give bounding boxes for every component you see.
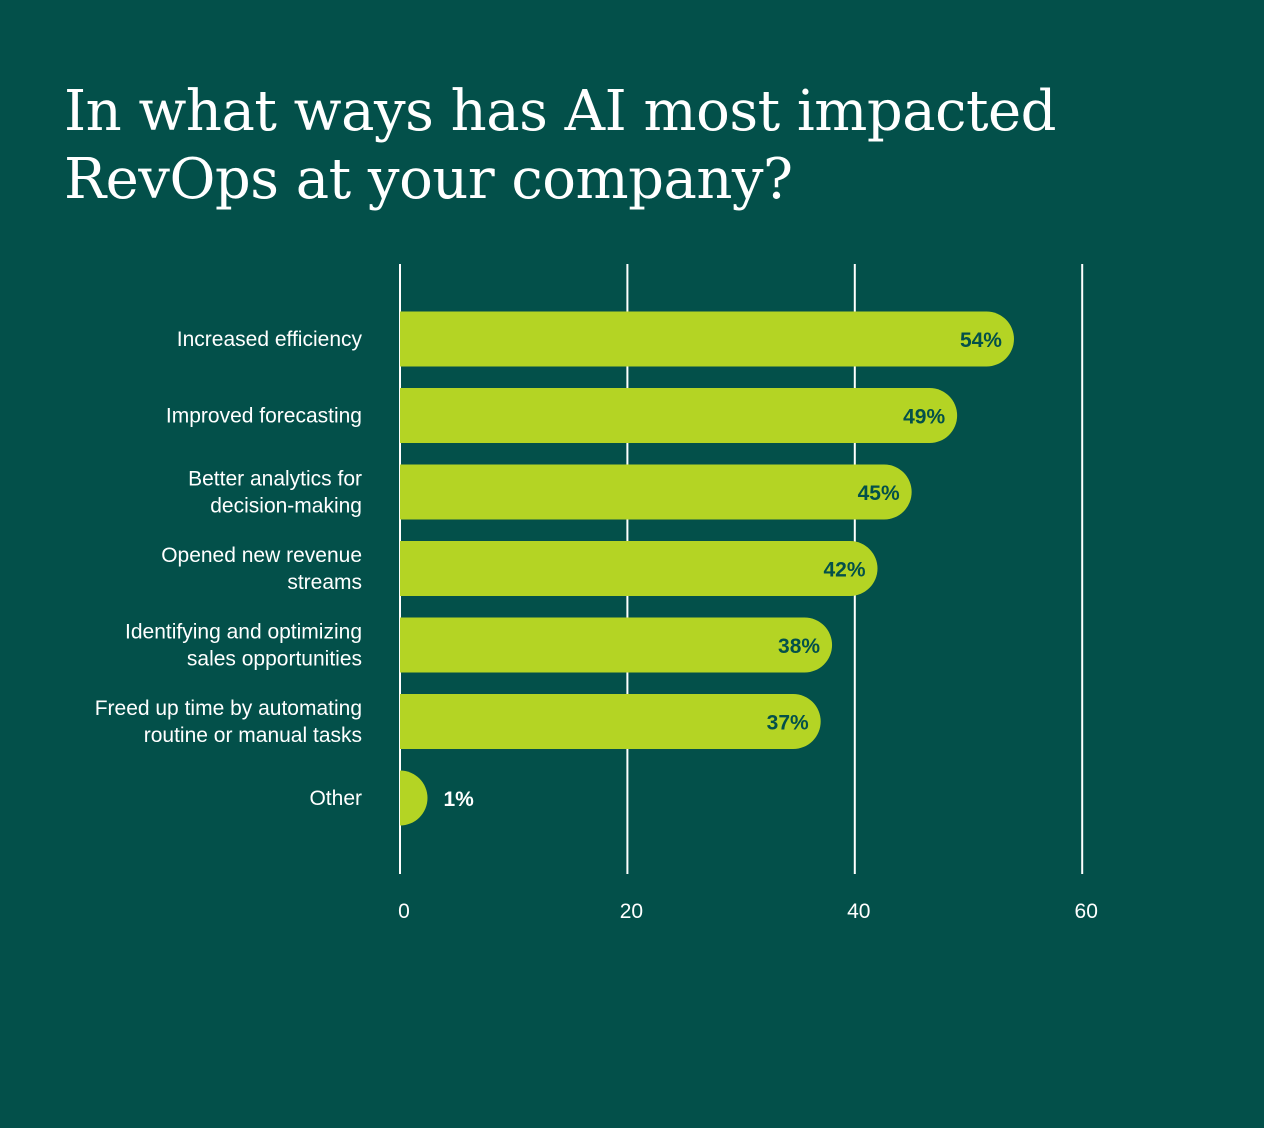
value-label: 1% <box>444 788 475 811</box>
value-label: 49% <box>903 406 945 429</box>
category-labels: Increased efficiency Improved forecasting… <box>95 328 363 810</box>
x-tick-label: 20 <box>620 900 643 923</box>
x-axis-ticks: 0 20 40 60 <box>398 900 1098 923</box>
bar <box>400 617 833 673</box>
category-label: Increased efficiency <box>177 328 363 351</box>
bars <box>400 311 1014 826</box>
category-label: Opened new revenue streams <box>161 544 362 594</box>
bar <box>400 770 428 826</box>
x-tick-label: 0 <box>398 900 410 923</box>
value-label: 38% <box>778 635 820 658</box>
category-label: Better analytics for decision-making <box>188 468 362 518</box>
chart-title: In what ways has AI most impacted RevOps… <box>64 79 1057 212</box>
value-label: 42% <box>824 559 866 582</box>
bar <box>400 694 821 749</box>
value-label: 37% <box>767 712 809 735</box>
value-label: 54% <box>960 329 1002 352</box>
value-label: 45% <box>858 482 900 505</box>
x-tick-label: 40 <box>847 900 870 923</box>
category-label: Improved forecasting <box>166 405 362 428</box>
bar <box>400 541 878 596</box>
category-label: Identifying and optimizing sales opportun… <box>125 621 362 671</box>
bar <box>400 464 912 520</box>
bar <box>400 311 1014 367</box>
category-label: Freed up time by automating routine or ma… <box>95 697 362 747</box>
x-tick-label: 60 <box>1075 900 1098 923</box>
bar <box>400 388 958 443</box>
value-labels: 54% 49% 45% 42% 38% 37% 1% <box>444 329 1003 811</box>
category-label: Other <box>309 787 362 810</box>
